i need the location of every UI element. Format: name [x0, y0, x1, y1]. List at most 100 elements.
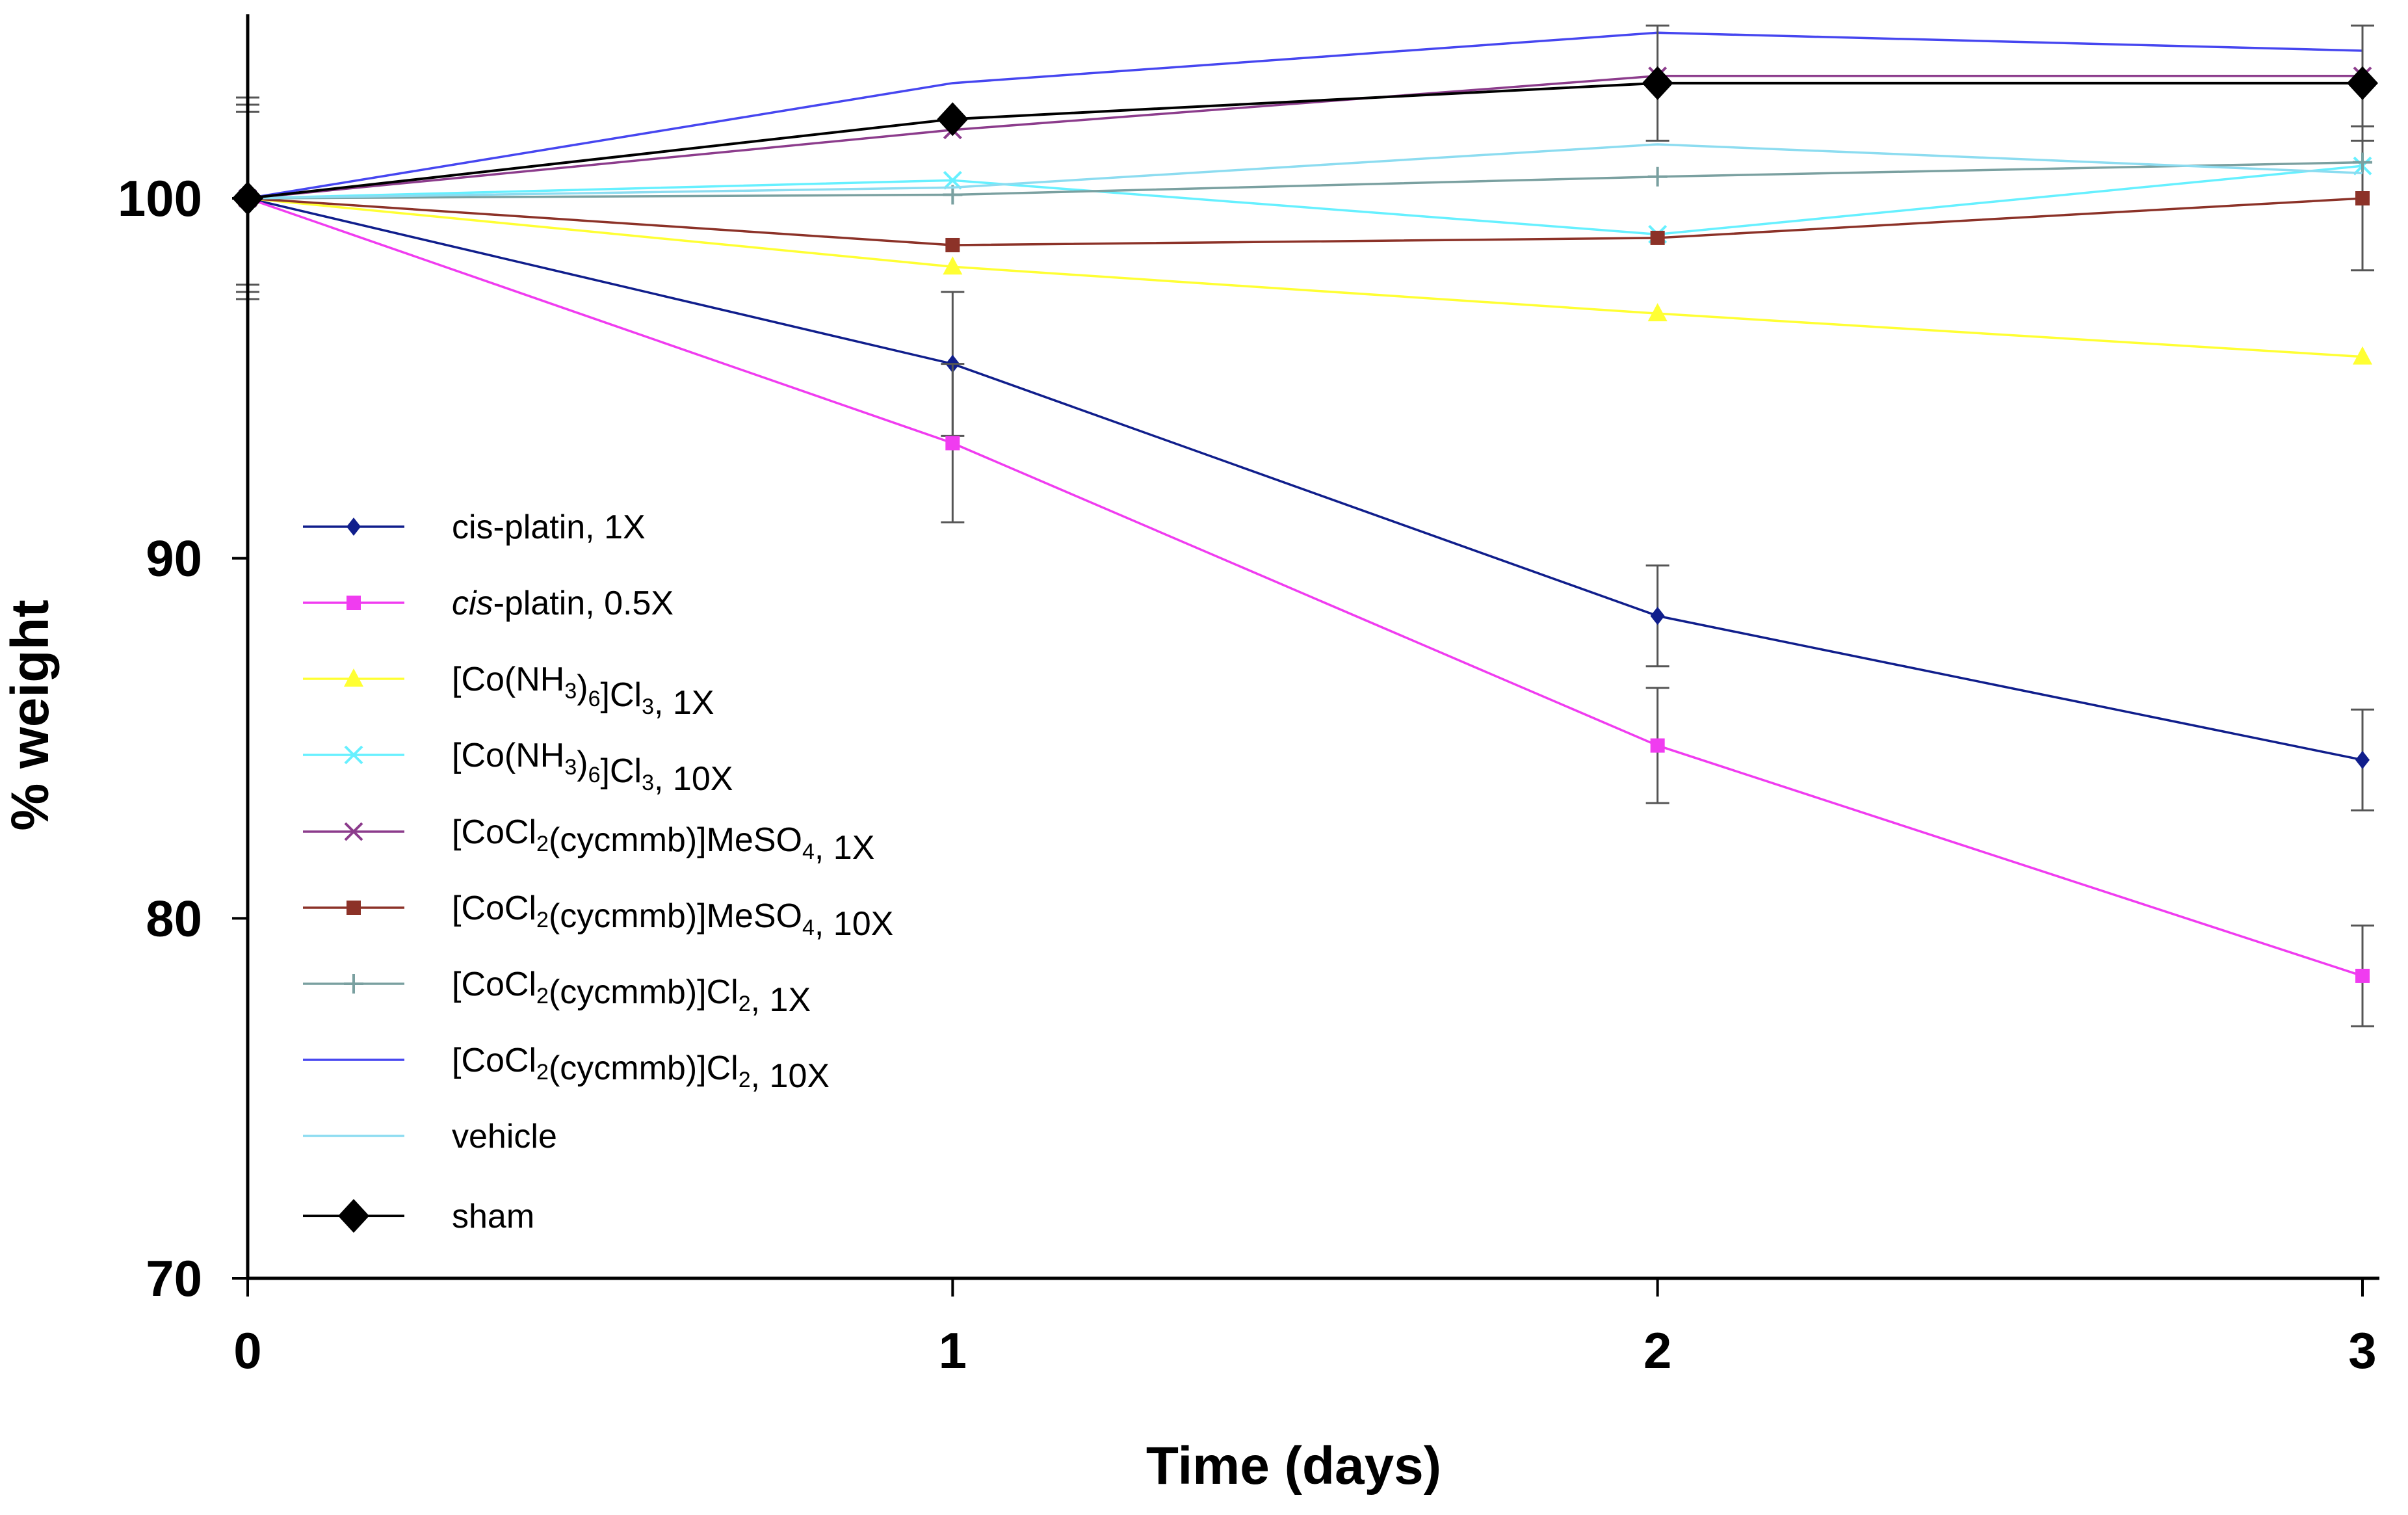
legend-label-part: 3	[642, 694, 654, 719]
axis-ticks: 0 1 2 3 70 80 90 100	[118, 170, 2377, 1379]
y-tick-label: 100	[118, 170, 202, 227]
series-line	[247, 165, 2363, 236]
y-tick-label: 70	[146, 1250, 202, 1307]
legend-label-part: , 10X	[654, 760, 733, 798]
legend-item: cis-platin, 1X	[303, 508, 646, 546]
data-point	[2355, 191, 2370, 205]
legend-label-part: )	[577, 668, 588, 706]
legend-label-part: [CoCl	[452, 889, 536, 927]
legend-label-part: 3	[564, 755, 577, 780]
series-line	[247, 197, 2363, 358]
series-9	[232, 24, 2378, 215]
legend-label-part: (cycmmb)]Cl	[549, 973, 739, 1011]
legend-label-part: 2	[536, 908, 549, 932]
legend-label-part: , 1X	[654, 684, 714, 722]
legend-label-part: 6	[588, 687, 601, 711]
legend-item: [CoCl2(cycmmb)]MeSO4, 1X	[303, 813, 874, 867]
legend-item: sham	[303, 1198, 534, 1235]
y-axis-title: % weight	[1, 599, 60, 830]
data-point	[1642, 66, 1673, 100]
data-point	[1647, 303, 1668, 322]
legend-item: [CoCl2(cycmmb)]MeSO4, 10X	[303, 889, 893, 943]
legend-label: sham	[452, 1198, 534, 1235]
legend-label-part: [CoCl	[452, 813, 536, 851]
legend-marker	[344, 668, 363, 687]
legend-label-part: 2	[536, 832, 549, 856]
legend-label-part: 3	[642, 771, 654, 795]
legend-label: [Co(NH3)6]Cl3, 10X	[452, 737, 733, 798]
data-point	[2347, 66, 2378, 100]
legend-label: vehicle	[452, 1118, 557, 1155]
data-point	[2353, 152, 2372, 172]
legend-label-part: 2	[739, 992, 751, 1016]
series-3	[238, 156, 2372, 244]
series-line	[247, 197, 2363, 761]
legend-label-part: vehicle	[452, 1118, 557, 1155]
legend-label: cis-platin, 0.5X	[452, 585, 674, 622]
data-point	[937, 102, 969, 137]
legend-item: [Co(NH3)6]Cl3, 10X	[303, 737, 733, 798]
data-point	[1647, 166, 1668, 187]
legend-marker	[347, 518, 361, 536]
legend-label-part: 4	[802, 916, 815, 940]
legend-label-part: (cycmmb)]MeSO	[549, 821, 802, 859]
legend-label-part: ]Cl	[601, 752, 642, 790]
series-line	[247, 161, 2363, 200]
x-tick-label: 1	[939, 1322, 967, 1379]
legend-label-part: [CoCl	[452, 966, 536, 1003]
legend-label-part: , 10X	[751, 1057, 830, 1095]
legend-label: [CoCl2(cycmmb)]Cl2, 1X	[452, 966, 811, 1019]
legend-label-part: 2	[536, 1060, 549, 1085]
data-point	[945, 436, 960, 451]
legend-label-part: , 10X	[815, 905, 893, 943]
series-line	[247, 197, 2363, 246]
legend-label-part: , 1X	[751, 981, 811, 1019]
data-point	[2353, 346, 2372, 365]
legend-label-part: cis-platin, 1X	[452, 508, 646, 546]
legend-item: vehicle	[303, 1118, 557, 1155]
y-tick-label: 90	[146, 530, 202, 587]
legend-item: [CoCl2(cycmmb)]Cl2, 10X	[303, 1042, 830, 1095]
data-point	[1650, 607, 1665, 626]
data-point	[945, 237, 960, 252]
legend-label-part: 2	[536, 984, 549, 1008]
legend-marker	[338, 1199, 369, 1233]
series-line	[247, 75, 2362, 200]
legend-marker	[347, 901, 361, 915]
series-line	[247, 31, 2363, 200]
data-point	[943, 170, 962, 190]
legend-label-part: 3	[564, 679, 577, 704]
legend-marker	[344, 974, 363, 994]
legend-label-part: [Co(NH	[452, 661, 564, 698]
legend-label-part: [Co(NH	[452, 737, 564, 774]
legend-label-part: 6	[588, 763, 601, 787]
legend-label-part: sham	[452, 1198, 534, 1235]
legend-label: [CoCl2(cycmmb)]MeSO4, 1X	[452, 813, 874, 867]
series-2	[238, 188, 2372, 365]
data-point	[1650, 738, 1665, 753]
data-point	[2355, 750, 2370, 769]
data-point	[1650, 230, 1665, 245]
legend-label-part: -platin, 0.5X	[493, 585, 674, 622]
legend-item: [CoCl2(cycmmb)]Cl2, 1X	[303, 966, 811, 1019]
legend-marker	[344, 745, 363, 765]
legend-marker	[344, 822, 363, 841]
legend-item: [Co(NH3)6]Cl3, 1X	[303, 661, 714, 722]
data-point	[943, 256, 963, 275]
legend-label-part: (cycmmb)]Cl	[549, 1049, 739, 1087]
x-axis-title: Time (days)	[1146, 1436, 1441, 1495]
legend-label-part: ]Cl	[601, 676, 642, 714]
legend-label-part: (cycmmb)]MeSO	[549, 897, 802, 935]
x-tick-label: 0	[233, 1322, 261, 1379]
legend-label-part: 4	[802, 839, 815, 864]
data-point	[2355, 968, 2370, 983]
legend-label-part: , 1X	[815, 829, 875, 867]
series-1	[236, 103, 2374, 1027]
legend-label: [CoCl2(cycmmb)]Cl2, 10X	[452, 1042, 830, 1095]
y-tick-label: 80	[146, 889, 202, 947]
legend-label-part: cis	[452, 585, 493, 622]
series-line	[247, 197, 2363, 977]
legend-label-part: 2	[739, 1068, 751, 1092]
